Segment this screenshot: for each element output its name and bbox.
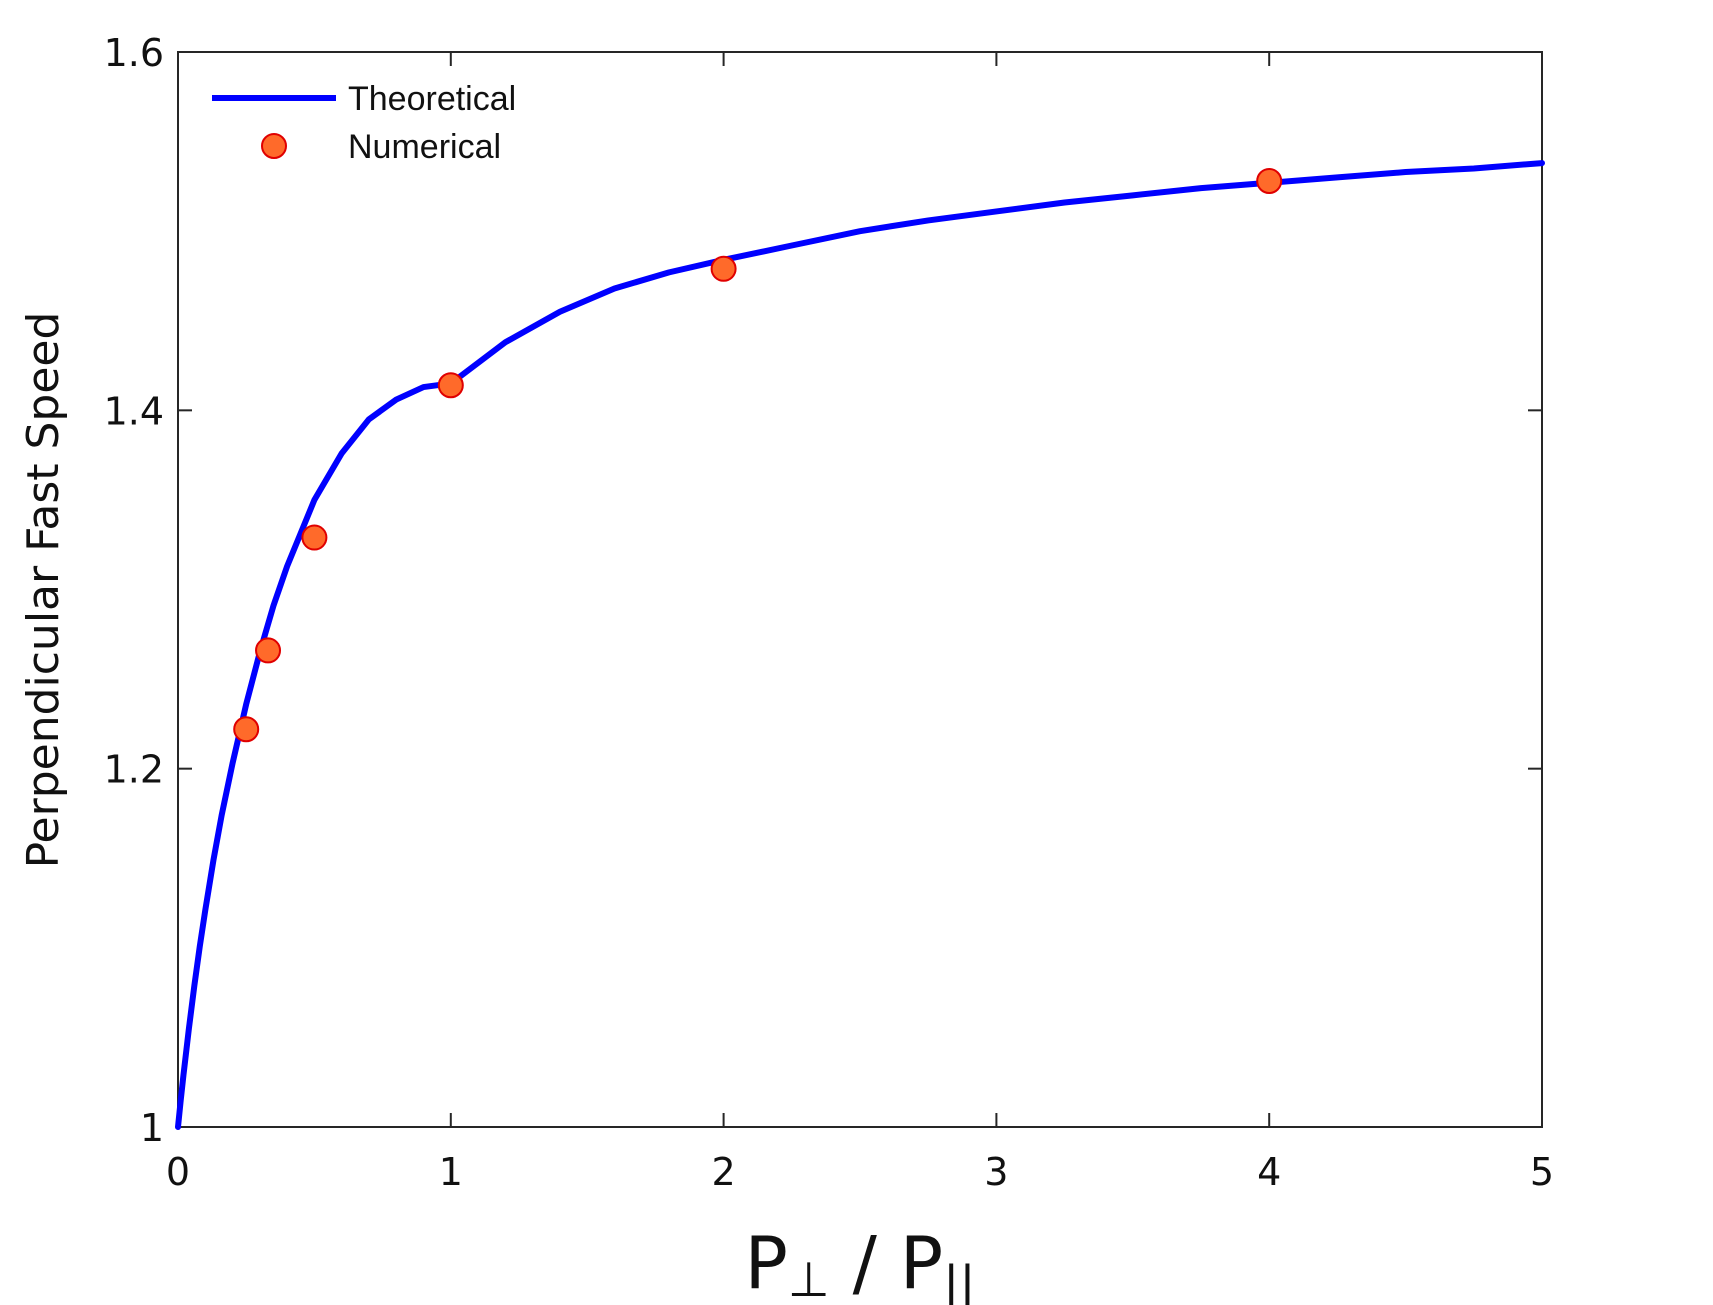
data-point-numerical (1256, 168, 1283, 194)
data-point-numerical (437, 372, 464, 399)
x-tick-label: 4 (1257, 1150, 1281, 1194)
legend-label-numerical: Numerical (348, 128, 501, 166)
x-axis-title-perp: ⊥ (788, 1252, 830, 1305)
y-tick-label: 1.6 (104, 31, 164, 75)
y-tick-labels: 1 1.2 1.4 1.6 (104, 31, 164, 1150)
legend-marker-swatch (261, 133, 287, 159)
y-tick-label: 1.2 (104, 748, 164, 792)
x-axis-title-sep: / (830, 1221, 900, 1305)
y-tick-label: 1 (140, 1106, 164, 1150)
plot-frame (177, 51, 1543, 1128)
x-tick-label: 0 (166, 1150, 190, 1194)
data-point-numerical (710, 255, 737, 282)
legend: Theoretical Numerical (212, 80, 516, 166)
x-axis-title: P⊥ / P|| (744, 1221, 975, 1305)
x-tick-label: 3 (984, 1150, 1008, 1194)
y-axis-title: Perpendicular Fast Speed (18, 312, 69, 869)
series-line-theoretical (175, 160, 1545, 1130)
data-point-numerical (301, 524, 328, 551)
x-axis-title-p1: P (744, 1221, 787, 1305)
x-tick-label: 1 (439, 1150, 463, 1194)
data-point-numerical (255, 637, 282, 664)
series-layer (175, 160, 1545, 1130)
data-point-numerical (233, 716, 260, 743)
x-tick-labels: 0 1 2 3 4 5 (166, 1150, 1554, 1194)
legend-label-theoretical: Theoretical (348, 80, 516, 118)
x-axis-title-parallel: || (943, 1256, 975, 1305)
x-tick-label: 5 (1530, 1150, 1554, 1194)
tick-marks (177, 51, 1543, 1128)
x-tick-label: 2 (712, 1150, 736, 1194)
x-axis-title-p2: P (900, 1221, 943, 1305)
y-tick-label: 1.4 (104, 389, 164, 433)
